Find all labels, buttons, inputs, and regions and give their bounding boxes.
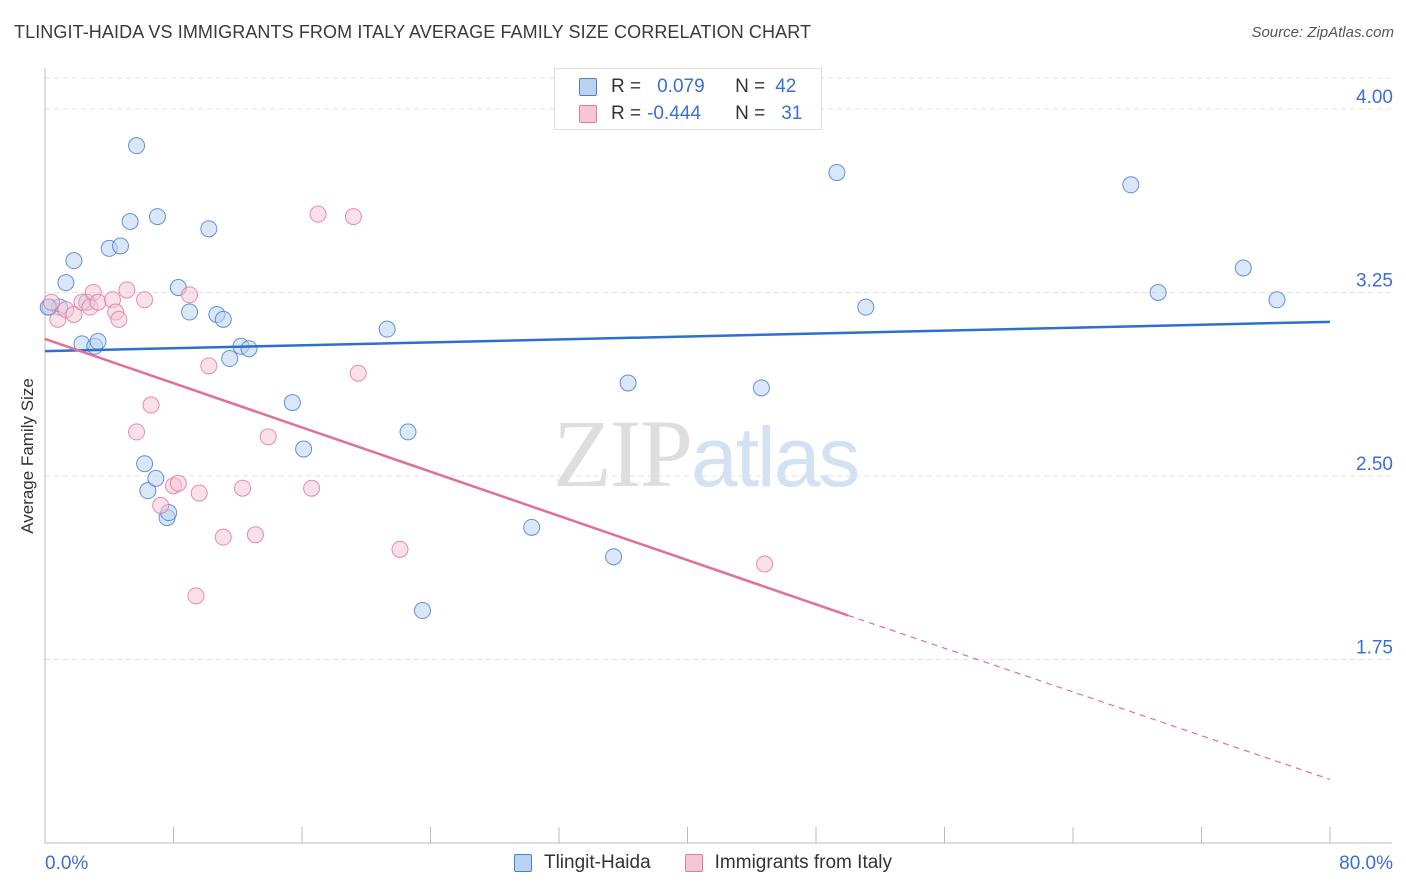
immigrants-italy-point [391,540,409,558]
tlingit-haida-point [523,518,541,536]
tlingit-haida-point [1268,291,1286,309]
r-label: R = [611,76,642,97]
y-axis-title: Average Family Size [18,378,37,534]
immigrants-italy-point [187,587,205,605]
tlingit-haida-point [857,298,875,316]
tlingit-haida-point [89,332,107,350]
tlingit-haida-point [121,212,139,230]
n-value: 42 [775,76,797,97]
immigrants-italy-point [118,281,136,299]
tlingit-haida-point [147,469,165,487]
watermark-atlas: atlas [691,410,860,504]
immigrants-italy-swatch [684,854,703,872]
tlingit-haida-point [413,602,431,620]
tlingit-haida-swatch [513,854,532,872]
y-tick-label: 4.00 [1356,87,1393,108]
tlingit-haida-point [752,379,770,397]
n-label: N = [735,103,766,124]
immigrants-italy-trend-extension [847,614,1331,780]
n-value: 31 [781,103,803,124]
tlingit-haida-point [399,423,417,441]
immigrants-italy-point [349,364,367,382]
x-tick-label: 80.0% [1339,853,1393,874]
stats-legend-row-immigrants-italy: R = -0.444 N = 31 [579,102,802,126]
y-tick-label: 2.50 [1356,454,1393,475]
immigrants-italy-point [309,205,327,223]
immigrants-italy-point [190,484,208,502]
r-value: -0.444 [647,103,701,124]
immigrants-italy-point [200,357,218,375]
immigrants-italy-point [89,293,107,311]
tlingit-haida-point [111,237,129,255]
immigrants-italy-trend-line [44,337,849,617]
immigrants-italy-point [152,496,170,514]
tlingit-haida-point [1234,259,1252,277]
stats-legend-row-tlingit-haida: R = 0.079 N = 42 [579,75,796,99]
immigrants-italy-point [110,310,128,328]
series-legend: Tlingit-Haida Immigrants from Italy [0,852,1406,874]
tlingit-haida-point [619,374,637,392]
n-label: N = [735,76,766,97]
tlingit-haida-trend-line [44,320,1331,353]
watermark: ZIPatlas [553,398,860,509]
immigrants-italy-point [136,291,154,309]
immigrants-italy-point [303,479,321,497]
tlingit-haida-point [139,482,157,500]
tlingit-haida-point [57,274,75,292]
tlingit-haida-point [378,320,396,338]
immigrants-italy-point [169,474,187,492]
tlingit-haida-point [200,220,218,238]
r-value: 0.079 [657,76,705,97]
immigrants-italy-point [344,208,362,226]
tlingit-haida-point [65,252,83,270]
immigrants-italy-swatch [579,105,597,123]
tlingit-haida-point [240,340,258,358]
tlingit-haida-point [221,350,239,368]
x-tick-label: 0.0% [45,853,88,874]
tlingit-haida-point [181,303,199,321]
source-label: Source: ZipAtlas.com [1251,24,1394,41]
immigrants-italy-point [756,555,774,573]
tlingit-haida-point [1122,176,1140,194]
r-label: R = [611,103,642,124]
tlingit-haida-point [605,548,623,566]
tlingit-haida-point [128,137,146,155]
tlingit-haida-point [148,208,166,226]
y-tick-label: 1.75 [1356,637,1393,658]
tlingit-haida-point [136,455,154,473]
y-tick-label: 3.25 [1356,270,1393,291]
tlingit-haida-point [214,310,232,328]
tlingit-haida-point [283,394,301,412]
tlingit-haida-point [828,164,846,182]
legend-label: Immigrants from Italy [714,852,893,873]
immigrants-italy-point [128,423,146,441]
stats-legend: R = 0.079 N = 42 R = -0.444 N = 31 [554,68,822,130]
tlingit-haida-point [1149,283,1167,301]
chart-title: TLINGIT-HAIDA VS IMMIGRANTS FROM ITALY A… [14,22,812,42]
immigrants-italy-point [181,286,199,304]
immigrants-italy-point [65,305,83,323]
watermark-zip: ZIP [553,400,693,507]
immigrants-italy-point [142,396,160,414]
legend-item-immigrants-italy: Immigrants from Italy [684,852,893,874]
immigrants-italy-point [214,528,232,546]
tlingit-haida-point [295,440,313,458]
tlingit-haida-swatch [579,78,597,96]
immigrants-italy-point [42,293,60,311]
immigrants-italy-point [246,526,264,544]
immigrants-italy-point [259,428,277,446]
legend-label: Tlingit-Haida [543,852,651,873]
legend-item-tlingit-haida: Tlingit-Haida [513,852,651,874]
immigrants-italy-point [234,479,252,497]
